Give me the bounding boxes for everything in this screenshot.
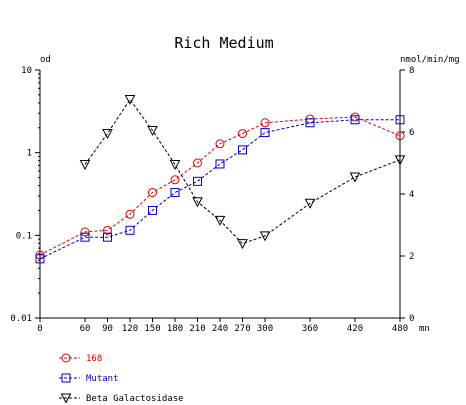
y-right-tick-label: 2 — [409, 252, 414, 262]
x-tick-label: 0 — [37, 324, 42, 334]
y-right-tick-label: 4 — [409, 190, 414, 200]
data-point — [260, 118, 270, 128]
data-point — [214, 215, 226, 226]
data-point — [394, 155, 406, 166]
data-point — [260, 128, 270, 138]
data-point — [35, 254, 45, 264]
series-line — [39, 116, 401, 256]
x-tick-label: 150 — [144, 324, 160, 334]
series-line — [39, 119, 400, 260]
y-right-tick-label: 6 — [409, 128, 414, 138]
data-point — [102, 129, 113, 140]
data-point — [147, 125, 158, 137]
y-left-tick-label: 1 — [27, 149, 32, 159]
data-point — [170, 175, 180, 185]
data-point — [395, 131, 405, 141]
y-right-tick-label: 8 — [409, 66, 414, 76]
right-axis-label: nmol/min/mg — [400, 55, 460, 65]
x-tick-label: 300 — [257, 324, 273, 334]
chart-title: Rich Medium — [174, 34, 273, 52]
data-point — [238, 129, 247, 139]
data-point — [169, 160, 181, 171]
x-tick-label: 420 — [347, 324, 363, 334]
data-point — [350, 115, 360, 125]
data-point — [80, 227, 90, 237]
legend-label: 168 — [86, 354, 102, 364]
data-point — [170, 187, 180, 197]
x-tick-label: 480 — [392, 324, 408, 334]
legend-item: Beta Galactosidase — [59, 393, 184, 404]
x-tick-label: 270 — [234, 324, 250, 334]
x-axis-label: mn — [419, 324, 430, 334]
legend-label: Mutant — [86, 374, 119, 384]
y-left-tick-label: 0.1 — [16, 231, 32, 241]
series-1 — [35, 115, 405, 264]
data-point — [215, 139, 225, 149]
data-point — [80, 232, 90, 242]
y-left-tick-label: 0.01 — [10, 314, 32, 324]
data-point — [259, 231, 271, 242]
left-axis-label: od — [40, 55, 51, 65]
data-point — [237, 239, 248, 250]
y-left-tick-label: 10 — [21, 66, 32, 76]
legend-marker — [61, 373, 71, 383]
data-point — [304, 198, 316, 209]
legend-marker — [60, 393, 72, 404]
x-tick-label: 90 — [102, 324, 113, 334]
legend-item: 168 — [59, 353, 102, 364]
data-point — [193, 158, 202, 168]
y-right-tick-label: 0 — [409, 314, 414, 324]
data-point — [305, 118, 315, 128]
x-tick-label: 240 — [212, 324, 228, 334]
axes: 0 60 90 120 150 180 210 240 270 300 360 420 4800.010… — [10, 66, 414, 334]
data-point — [103, 232, 112, 242]
series-line — [84, 98, 401, 245]
x-tick-label: 120 — [122, 324, 138, 334]
data-point — [79, 160, 91, 171]
data-point — [125, 209, 135, 219]
data-point — [148, 205, 157, 215]
data-point — [238, 145, 247, 155]
x-tick-label: 60 — [80, 324, 91, 334]
series-layer — [35, 94, 406, 264]
data-point — [125, 225, 135, 235]
x-tick-label: 180 — [167, 324, 183, 334]
data-point — [349, 172, 361, 183]
x-tick-label: 360 — [302, 324, 318, 334]
data-point — [124, 94, 136, 106]
data-point — [395, 115, 405, 125]
legend: 168 Mutant Beta Galactosidase — [59, 353, 184, 404]
data-point — [192, 197, 203, 208]
legend-marker — [61, 353, 71, 363]
legend-label: Beta Galactosidase — [86, 394, 184, 404]
data-point — [148, 187, 157, 197]
data-point — [215, 159, 225, 169]
legend-item: Mutant — [59, 373, 119, 384]
data-point — [103, 225, 112, 235]
data-point — [193, 176, 202, 186]
x-tick-label: 210 — [189, 324, 205, 334]
series-2 — [79, 94, 406, 250]
